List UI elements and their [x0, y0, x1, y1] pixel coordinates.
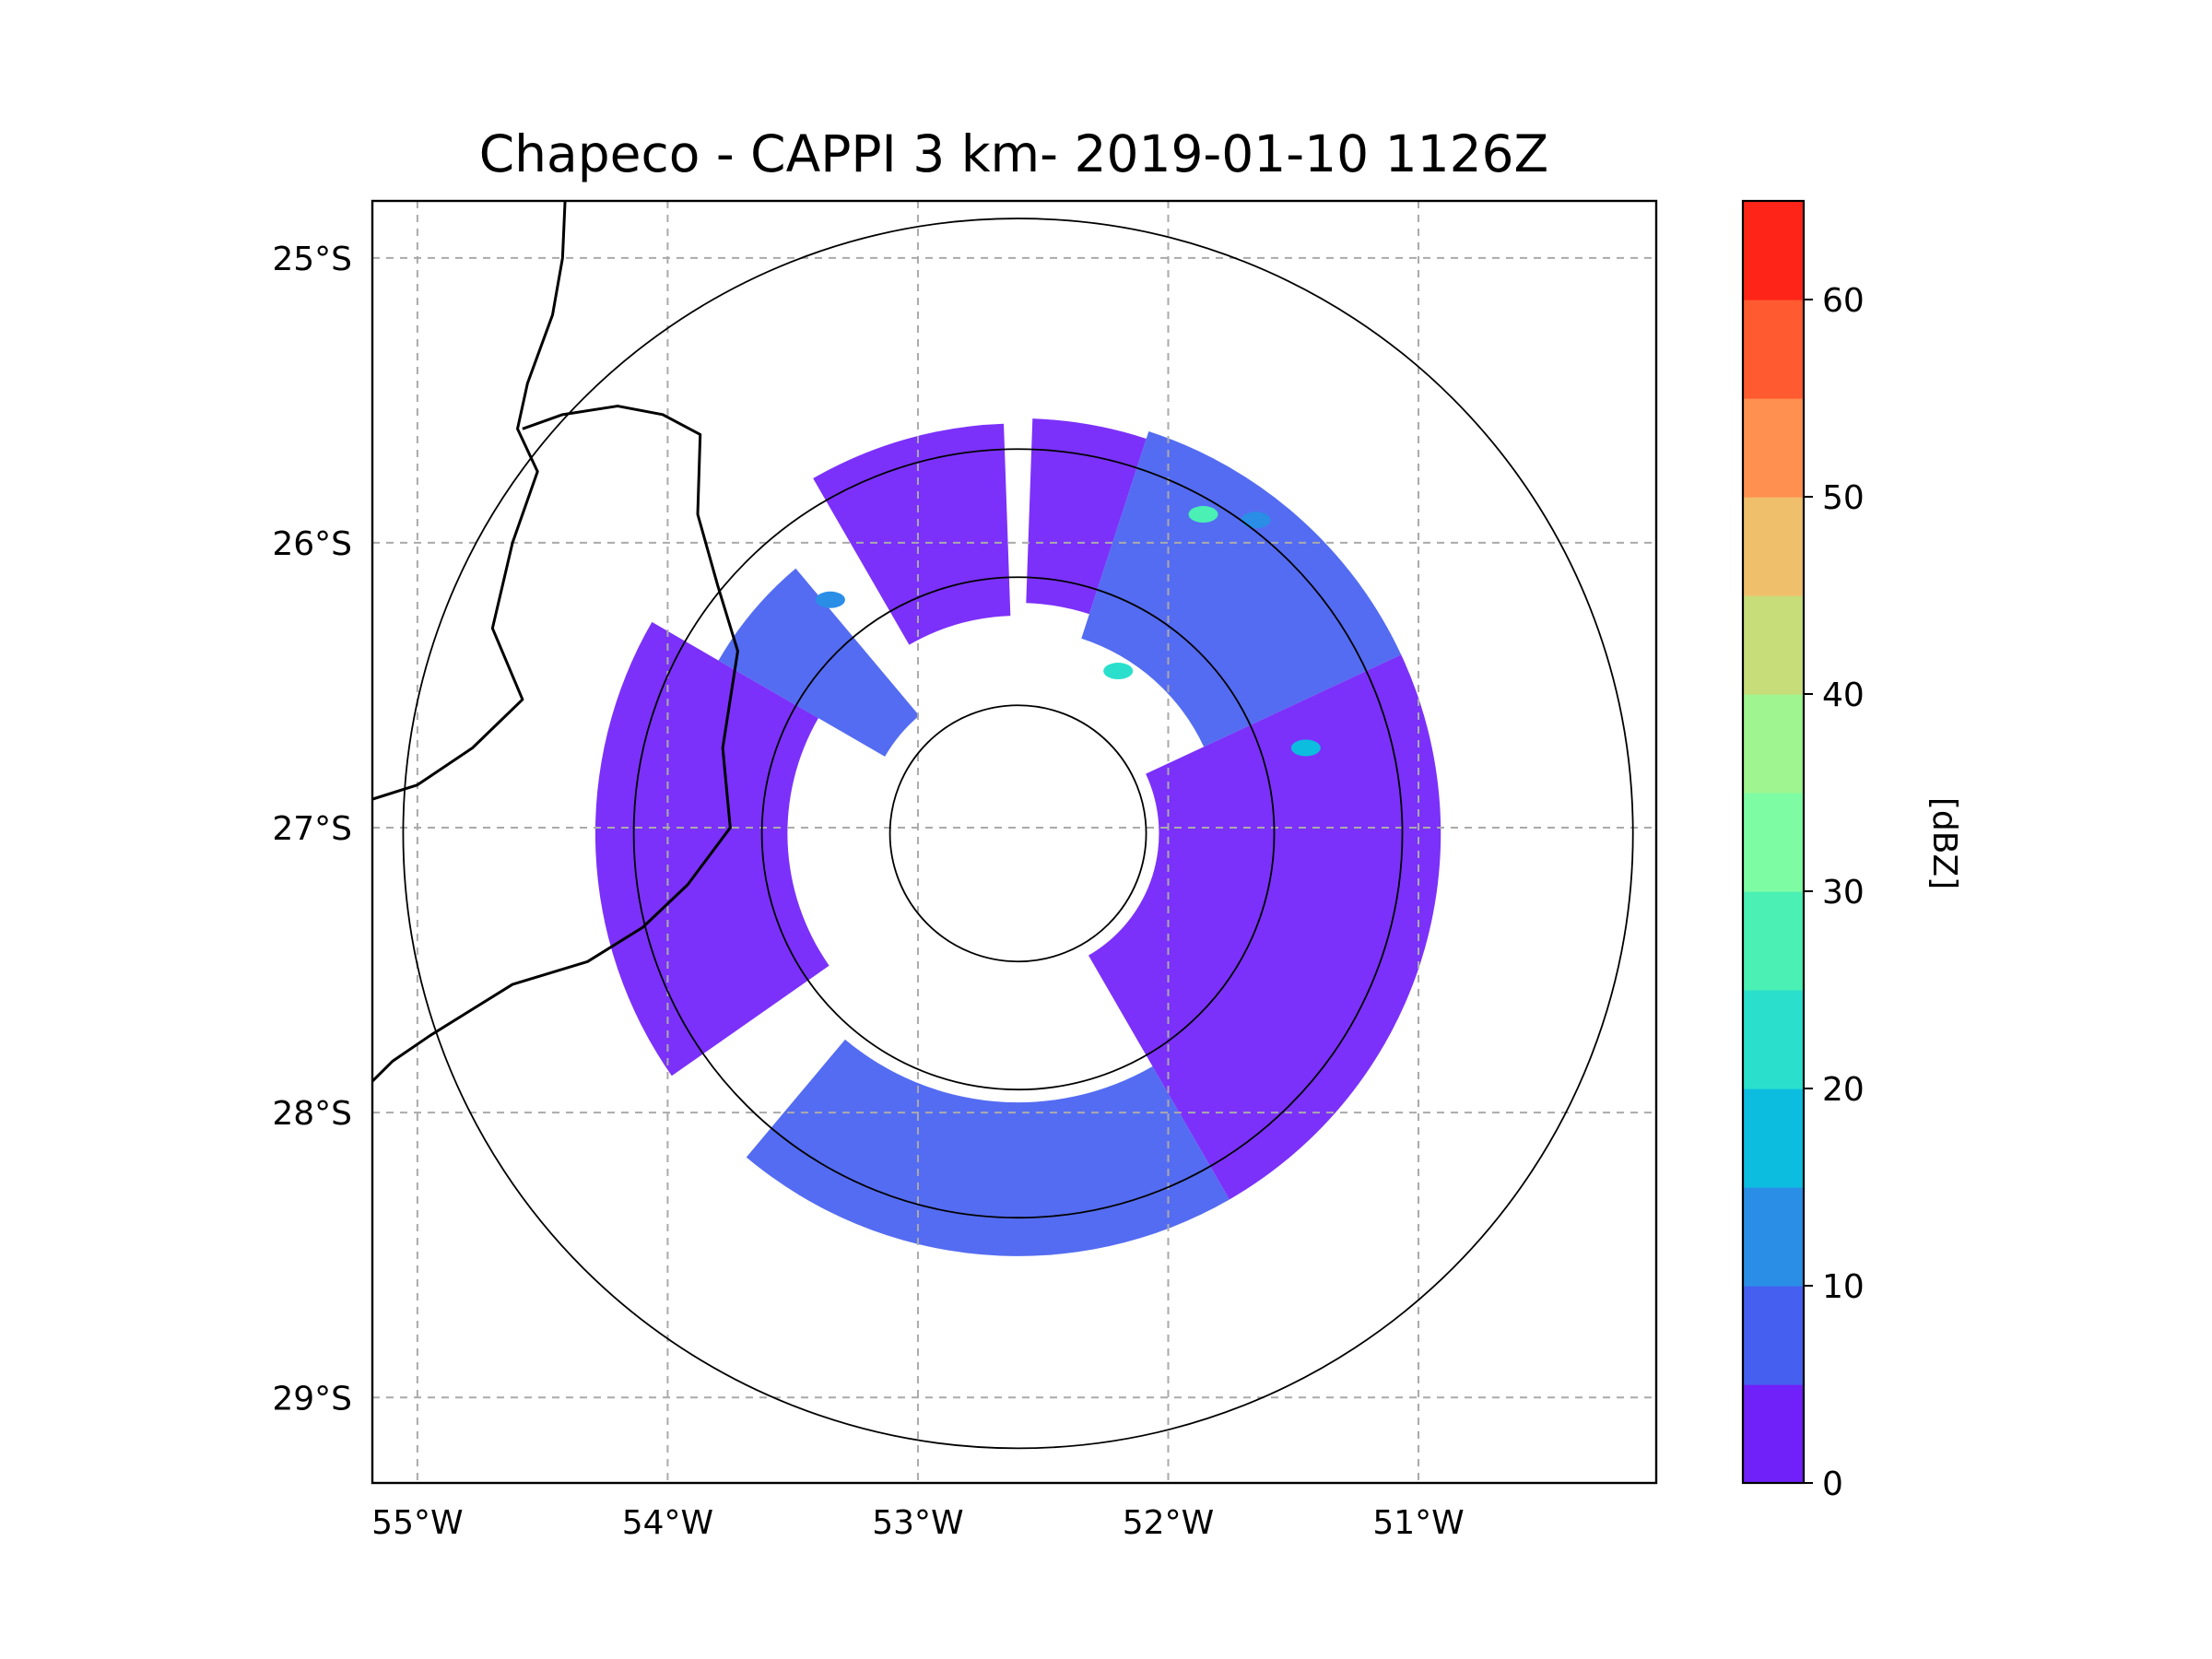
echo-sector-1: [1026, 418, 1147, 615]
colorbar-segment-0: [1743, 1384, 1804, 1484]
x-tick-label-0: 55°W: [371, 1504, 463, 1542]
political-borders: [372, 201, 739, 1083]
colorbar-segment-6: [1743, 793, 1804, 892]
echo-cell-4: [815, 591, 845, 608]
range-ring-2: [632, 448, 1404, 1219]
colorbar-label: [dBZ]: [1925, 797, 1963, 889]
axes-frame: [371, 199, 1658, 1485]
range-ring-3: [402, 218, 1634, 1450]
colorbar-segment-8: [1743, 595, 1804, 695]
echo-cell-1: [1241, 512, 1271, 529]
colorbar-segments: [1743, 201, 1804, 1484]
echo-sector-2: [1081, 431, 1402, 747]
range-rings: [402, 218, 1634, 1450]
y-tick-label-2: 27°S: [272, 810, 352, 848]
colorbar-tick-label-1: 10: [1822, 1268, 1865, 1306]
colorbar-segment-11: [1743, 300, 1804, 399]
echo-sector-3: [1088, 654, 1441, 1200]
x-tick-label-4: 51°W: [1372, 1504, 1464, 1542]
colorbar-segment-12: [1743, 201, 1804, 300]
colorbar-segment-2: [1743, 1187, 1804, 1287]
colorbar-segment-5: [1743, 891, 1804, 991]
map-axes: 55°W 54°W 53°W 52°W 51°W 25°S 26°S 27°S 28°S 29°…: [272, 199, 1658, 1542]
echo-cell-0: [1188, 506, 1218, 524]
colorbar-ticks: 0 10 20 30 40 50 60: [1804, 282, 1865, 1503]
echo-cell-3: [1290, 739, 1321, 757]
echo-cell-2: [1103, 663, 1134, 680]
border-line-0: [372, 201, 567, 801]
colorbar-segment-4: [1743, 990, 1804, 1089]
y-tick-label-0: 25°S: [272, 241, 352, 278]
range-ring-0: [888, 704, 1147, 963]
x-tick-label-1: 54°W: [622, 1504, 713, 1542]
range-ring-1: [760, 576, 1276, 1091]
colorbar-frame: [1741, 199, 1806, 1485]
x-axis-ticks: 55°W 54°W 53°W 52°W 51°W: [371, 1504, 1465, 1542]
colorbar-tick-label-2: 20: [1822, 1071, 1865, 1109]
colorbar-segment-10: [1743, 398, 1804, 498]
colorbar-tick-label-5: 50: [1822, 479, 1865, 517]
chart-title: Chapeco - CAPPI 3 km- 2019-01-10 1126Z: [479, 124, 1548, 183]
colorbar-segment-1: [1743, 1286, 1804, 1385]
x-tick-label-3: 52°W: [1123, 1504, 1214, 1542]
y-axis-ticks: 25°S 26°S 27°S 28°S 29°S: [272, 241, 352, 1418]
colorbar-tick-label-0: 0: [1822, 1465, 1843, 1503]
colorbar-tick-label-4: 40: [1822, 677, 1865, 714]
colorbar: 0 10 20 30 40 50 60 [dBZ]: [1741, 199, 1963, 1503]
echo-sector-4: [746, 1039, 1230, 1256]
gridlines: [372, 201, 1656, 1483]
colorbar-segment-7: [1743, 694, 1804, 794]
echo-sector-6: [718, 568, 920, 757]
y-tick-label-4: 29°S: [272, 1380, 352, 1418]
echo-sector-5: [594, 621, 830, 1077]
colorbar-segment-3: [1743, 1088, 1804, 1188]
y-tick-label-1: 26°S: [272, 525, 352, 563]
echo-layer: [594, 418, 1441, 1256]
colorbar-tick-label-6: 60: [1822, 282, 1865, 320]
y-tick-label-3: 28°S: [272, 1095, 352, 1133]
x-tick-label-2: 53°W: [872, 1504, 963, 1542]
border-line-1: [372, 405, 739, 1083]
colorbar-segment-9: [1743, 497, 1804, 596]
echo-sector-0: [813, 423, 1011, 645]
colorbar-tick-label-3: 30: [1822, 874, 1865, 912]
